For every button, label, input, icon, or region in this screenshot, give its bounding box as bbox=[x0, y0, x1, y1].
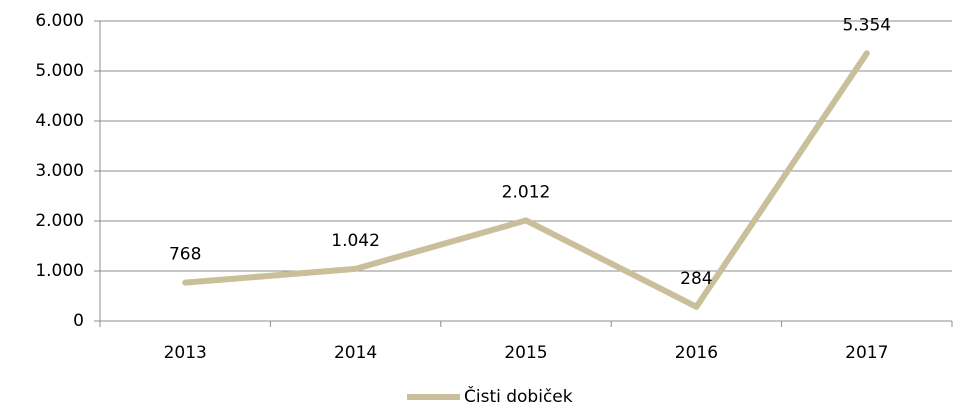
data-label: 5.354 bbox=[842, 15, 891, 35]
data-label: 284 bbox=[680, 269, 712, 289]
data-label: 768 bbox=[169, 245, 201, 265]
x-tick-label: 2013 bbox=[164, 343, 207, 363]
y-tick-label: 4.000 bbox=[35, 111, 84, 131]
y-tick-label: 1.000 bbox=[35, 261, 84, 281]
y-tick-label: 0 bbox=[73, 311, 84, 331]
line bbox=[182, 50, 870, 310]
x-tick-label: 2015 bbox=[504, 343, 547, 363]
legend-label: Čisti dobiček bbox=[464, 385, 573, 407]
x-tick-label: 2016 bbox=[675, 343, 718, 363]
x-tick-label: 2014 bbox=[334, 343, 377, 363]
y-tick-label: 5.000 bbox=[35, 61, 84, 81]
y-tick-label: 3.000 bbox=[35, 161, 84, 181]
y-tick-label: 2.000 bbox=[35, 211, 84, 231]
x-tick-label: 2017 bbox=[845, 343, 888, 363]
data-label: 2.012 bbox=[502, 182, 551, 202]
y-tick-label: 6.000 bbox=[35, 11, 84, 31]
data-label: 1.042 bbox=[331, 231, 380, 251]
